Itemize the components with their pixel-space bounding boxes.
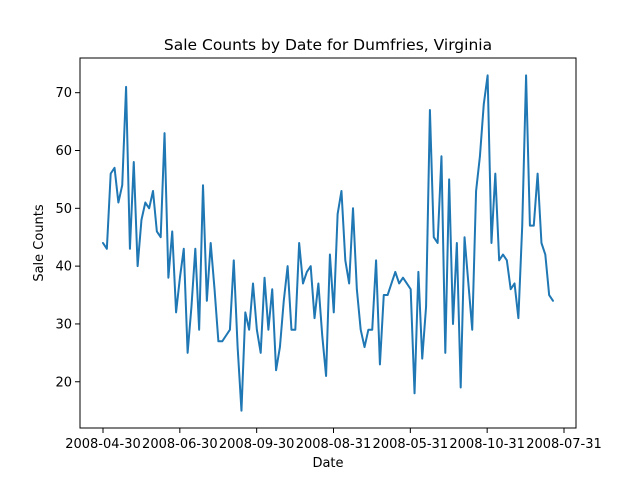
plot-area [79,57,577,429]
y-tick-label: 20 [55,375,72,390]
x-tick-label: 2008-07-31 [526,437,602,452]
x-tick-label: 2008-06-30 [142,437,218,452]
chart-title: Sale Counts by Date for Dumfries, Virgin… [164,36,492,54]
y-tick-label: 60 [55,144,72,159]
series-line [102,74,554,412]
y-axis-title: Sale Counts [32,204,47,282]
y-tick-label: 70 [55,86,72,101]
x-tick-label: 2008-05-31 [373,437,449,452]
y-axis: 20 30 40 50 60 70 [55,86,80,390]
y-tick-label: 40 [55,260,72,275]
x-axis: 2008-04-30 2008-06-30 2008-09-30 2008-08-31… [65,428,602,452]
x-axis-title: Date [312,456,343,471]
x-tick-label: 2008-09-30 [219,437,295,452]
y-tick-label: 50 [55,202,72,217]
y-tick-label: 30 [55,317,72,332]
x-tick-label: 2008-10-31 [449,437,525,452]
x-tick-label: 2008-04-30 [65,437,141,452]
x-tick-label: 2008-08-31 [296,437,372,452]
